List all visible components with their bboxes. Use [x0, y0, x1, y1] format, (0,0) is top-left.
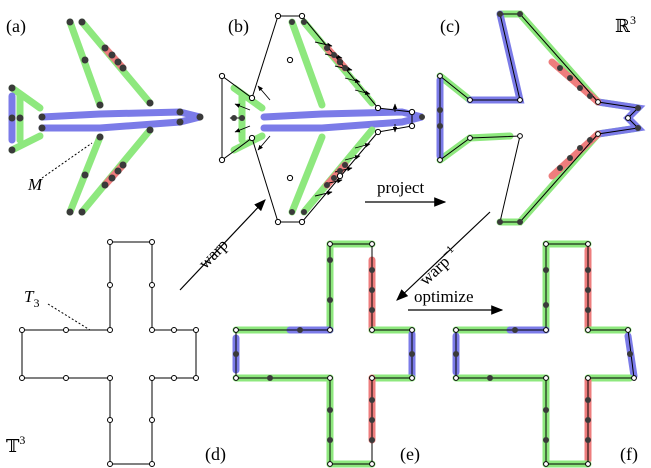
panel-label-b: (b) — [228, 16, 249, 37]
t3-label: 𝕋3 — [6, 433, 25, 456]
panel-d-template: (d) 𝕋3 T3 — [6, 239, 226, 467]
panel-e-cross: (e) — [232, 240, 420, 468]
panel-label-c: (c) — [440, 16, 460, 37]
arrow-project: project — [365, 178, 447, 207]
panel-label-d: (d) — [205, 444, 226, 465]
template-label: T3 — [24, 287, 39, 310]
panel-label-f: (f) — [620, 444, 638, 465]
panel-b-warp-cage: (b) — [218, 12, 425, 226]
panel-label-a: (a) — [6, 16, 26, 37]
arrow-optimize: optimize — [408, 287, 504, 315]
r3-label: ℝ3 — [615, 13, 636, 36]
panel-a-airplane: (a) M — [6, 16, 204, 216]
panel-c-projected: (c) ℝ3 — [436, 10, 646, 226]
optimize-label: optimize — [414, 287, 473, 306]
warp-inverse-label: warp−1 — [415, 243, 462, 289]
mesh-label: M — [27, 175, 43, 194]
arrow-warp: warp — [179, 199, 266, 291]
project-label: project — [377, 178, 424, 197]
panel-f-optimized: (f) — [452, 240, 638, 468]
panel-label-e: (e) — [400, 444, 420, 465]
